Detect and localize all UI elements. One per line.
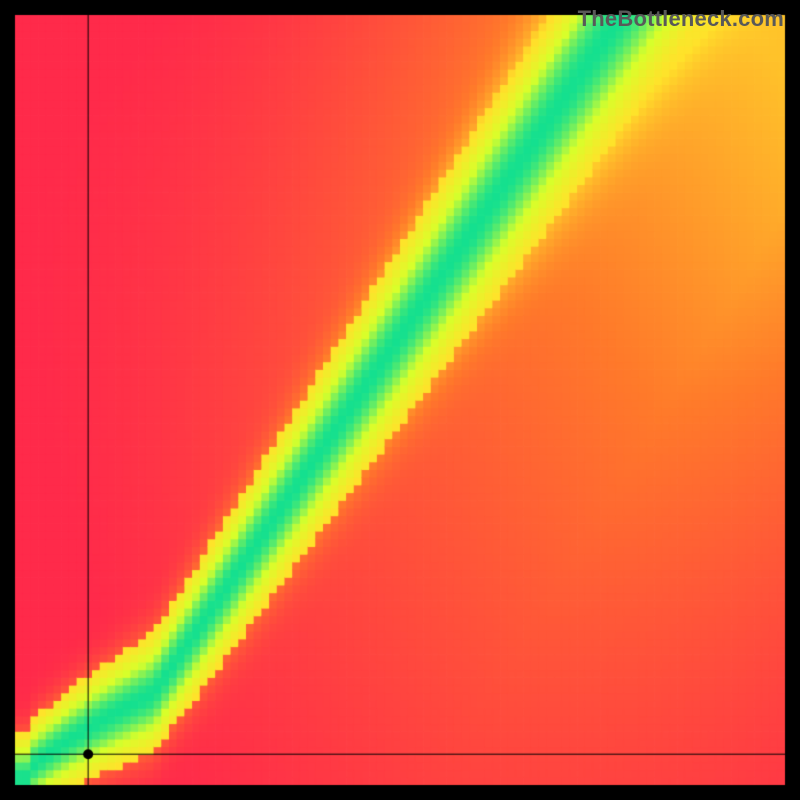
watermark-label: TheBottleneck.com bbox=[578, 6, 784, 32]
heatmap-canvas bbox=[0, 0, 800, 800]
chart-area bbox=[0, 0, 800, 800]
